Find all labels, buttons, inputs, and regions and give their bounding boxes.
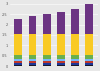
Bar bbox=[57, 61, 65, 63]
Bar bbox=[43, 55, 51, 59]
Bar bbox=[71, 63, 79, 65]
Bar bbox=[57, 65, 65, 66]
Bar bbox=[71, 65, 79, 66]
Bar bbox=[14, 65, 22, 66]
Bar bbox=[86, 34, 93, 55]
Bar bbox=[29, 65, 36, 66]
Bar bbox=[86, 63, 93, 65]
Bar bbox=[57, 63, 65, 65]
Bar bbox=[86, 59, 93, 61]
Bar bbox=[43, 34, 51, 55]
Bar bbox=[14, 19, 22, 34]
Bar bbox=[14, 59, 22, 61]
Bar bbox=[71, 34, 79, 55]
Bar bbox=[29, 55, 36, 59]
Bar bbox=[86, 55, 93, 59]
Bar bbox=[43, 61, 51, 63]
Bar bbox=[29, 61, 36, 63]
Bar bbox=[57, 55, 65, 59]
Bar bbox=[57, 12, 65, 34]
Bar bbox=[71, 9, 79, 34]
Bar bbox=[14, 55, 22, 59]
Bar bbox=[29, 59, 36, 61]
Bar bbox=[71, 61, 79, 63]
Bar bbox=[43, 65, 51, 66]
Bar bbox=[29, 63, 36, 65]
Bar bbox=[57, 34, 65, 55]
Bar bbox=[14, 34, 22, 55]
Bar bbox=[86, 3, 93, 34]
Bar bbox=[29, 34, 36, 55]
Bar bbox=[43, 59, 51, 61]
Bar bbox=[43, 14, 51, 34]
Bar bbox=[86, 61, 93, 63]
Bar bbox=[57, 59, 65, 61]
Bar bbox=[29, 16, 36, 34]
Bar bbox=[86, 65, 93, 66]
Bar bbox=[43, 63, 51, 65]
Bar bbox=[71, 55, 79, 59]
Bar bbox=[14, 63, 22, 65]
Bar bbox=[71, 59, 79, 61]
Bar bbox=[14, 61, 22, 63]
